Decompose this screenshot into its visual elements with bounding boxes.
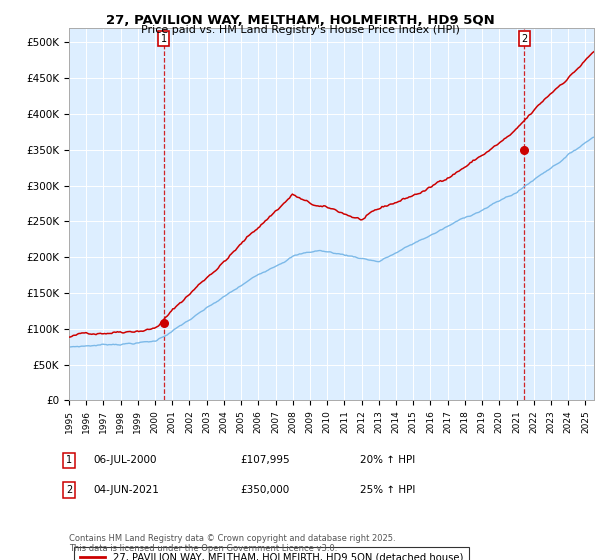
Text: 25% ↑ HPI: 25% ↑ HPI <box>360 485 415 495</box>
Text: 1: 1 <box>161 34 167 44</box>
Text: 06-JUL-2000: 06-JUL-2000 <box>93 455 157 465</box>
Legend: 27, PAVILION WAY, MELTHAM, HOLMFIRTH, HD9 5QN (detached house), HPI: Average pri: 27, PAVILION WAY, MELTHAM, HOLMFIRTH, HD… <box>74 547 469 560</box>
Text: 1: 1 <box>66 455 72 465</box>
Text: 2: 2 <box>521 34 527 44</box>
Text: £107,995: £107,995 <box>240 455 290 465</box>
Text: 04-JUN-2021: 04-JUN-2021 <box>93 485 159 495</box>
Text: 27, PAVILION WAY, MELTHAM, HOLMFIRTH, HD9 5QN: 27, PAVILION WAY, MELTHAM, HOLMFIRTH, HD… <box>106 14 494 27</box>
Text: 2: 2 <box>66 485 72 495</box>
Text: Price paid vs. HM Land Registry's House Price Index (HPI): Price paid vs. HM Land Registry's House … <box>140 25 460 35</box>
Text: 20% ↑ HPI: 20% ↑ HPI <box>360 455 415 465</box>
Text: Contains HM Land Registry data © Crown copyright and database right 2025.
This d: Contains HM Land Registry data © Crown c… <box>69 534 395 553</box>
Text: £350,000: £350,000 <box>240 485 289 495</box>
